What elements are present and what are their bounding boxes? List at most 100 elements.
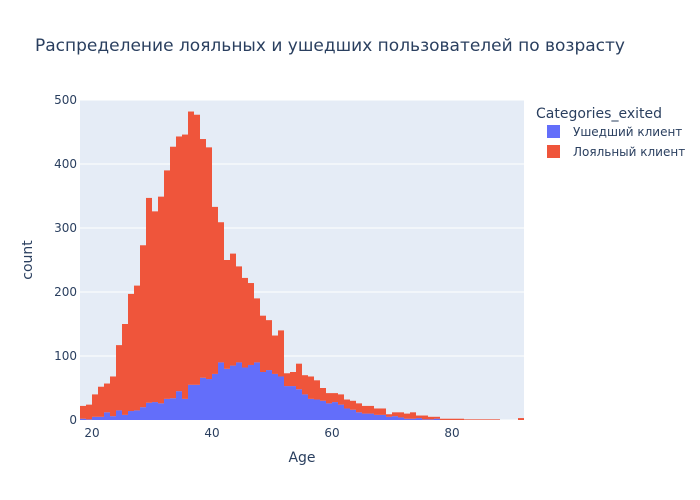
histogram-bar [338, 404, 344, 420]
histogram-bar [164, 398, 170, 420]
histogram-bar [302, 375, 308, 395]
histogram-bar [140, 407, 146, 420]
histogram-bar [194, 384, 200, 420]
histogram-bar [176, 136, 182, 392]
histogram-bar [434, 416, 440, 419]
histogram-bar [152, 402, 158, 420]
histogram-bar [104, 383, 110, 413]
histogram-bar [290, 372, 296, 387]
histogram-bar [140, 245, 146, 408]
chart-title: Распределение лояльных и ушедших пользов… [35, 36, 625, 56]
histogram-bar [230, 253, 236, 366]
histogram-bar [440, 418, 446, 420]
histogram-bar [212, 373, 218, 420]
histogram-bar [278, 376, 284, 420]
histogram-bar [128, 411, 134, 420]
histogram-bar [272, 373, 278, 420]
histogram-bar [476, 419, 482, 420]
histogram-bar [428, 416, 434, 420]
y-tick-label: 400 [54, 157, 77, 171]
histogram-bar [200, 139, 206, 378]
histogram-bar [170, 398, 176, 420]
histogram-bar [182, 398, 188, 420]
histogram-bar [380, 408, 386, 415]
histogram-bar [188, 384, 194, 420]
histogram-bar [248, 283, 254, 365]
histogram-bar [416, 418, 422, 420]
histogram-bar [98, 386, 104, 417]
histogram-bar [218, 362, 224, 420]
histogram-bar [110, 416, 116, 420]
histogram-bar [188, 111, 194, 385]
histogram-bar [224, 260, 230, 369]
histogram-bar [260, 315, 266, 372]
legend-item-loyal[interactable]: Лояльный клиент [547, 145, 685, 159]
histogram-bar [488, 419, 494, 420]
histogram-bar [482, 419, 488, 420]
histogram-bar [266, 370, 272, 420]
histogram-bar [362, 413, 368, 420]
histogram-bar [194, 114, 200, 385]
histogram-bar [236, 362, 242, 420]
histogram-bar [410, 418, 416, 420]
legend-label-churned: Ушедший клиент [573, 125, 682, 139]
histogram-bar [326, 403, 332, 420]
histogram-bar [110, 376, 116, 417]
histogram-bar [452, 418, 458, 420]
histogram-bar [230, 365, 236, 420]
histogram-bar [470, 419, 476, 420]
histogram-bar [296, 363, 302, 390]
histogram-bar [434, 418, 440, 420]
legend-swatch-loyal [547, 145, 560, 158]
histogram-bar [380, 414, 386, 420]
y-axis-title: count [20, 240, 36, 280]
histogram-bar [314, 399, 320, 420]
histogram-bar [344, 408, 350, 420]
histogram-bar [80, 418, 86, 420]
y-tick-labels: 0 100 200 300 400 500 [54, 93, 77, 427]
histogram-bar [254, 298, 260, 363]
histogram-bar [272, 335, 278, 374]
histogram-bar [290, 386, 296, 420]
histogram-bar [386, 416, 392, 420]
histogram-bar [296, 389, 302, 420]
legend-swatch-churned [547, 125, 560, 138]
histogram-bar [494, 419, 500, 420]
histogram-bar [368, 413, 374, 420]
histogram-bar [356, 412, 362, 420]
histogram-bar [266, 320, 272, 371]
y-tick-label: 500 [54, 93, 77, 107]
histogram-bar [128, 293, 134, 412]
histogram-bar [122, 414, 128, 420]
histogram-bar [344, 399, 350, 409]
histogram-bar [332, 393, 338, 403]
histogram-bar [410, 412, 416, 419]
legend[interactable]: Categories_exited Ушедший клиент Лояльны… [536, 106, 685, 159]
histogram-bar [236, 266, 242, 363]
x-tick-label: 80 [444, 426, 459, 440]
histogram-bar [356, 403, 362, 413]
x-tick-label: 20 [84, 426, 99, 440]
histogram-bar [212, 206, 218, 374]
y-tick-label: 200 [54, 285, 77, 299]
histogram-bar [278, 330, 284, 377]
bars-layer [80, 111, 524, 420]
histogram-bar [350, 409, 356, 420]
histogram-bar [116, 410, 122, 420]
histogram-bar [308, 376, 314, 399]
histogram-bar [284, 373, 290, 387]
histogram-bar [392, 412, 398, 417]
histogram-bar [206, 147, 212, 380]
histogram-bar [362, 405, 368, 414]
histogram-bar [80, 405, 86, 419]
histogram-bar [314, 380, 320, 400]
histogram-bar [392, 416, 398, 420]
histogram-bar [92, 416, 98, 420]
histogram-bar [242, 277, 248, 368]
histogram-bar [338, 394, 344, 405]
histogram-bar [320, 400, 326, 420]
histogram-bar [158, 196, 164, 404]
legend-item-churned[interactable]: Ушедший клиент [547, 125, 682, 139]
histogram-bar [206, 379, 212, 420]
histogram-bar [416, 415, 422, 419]
